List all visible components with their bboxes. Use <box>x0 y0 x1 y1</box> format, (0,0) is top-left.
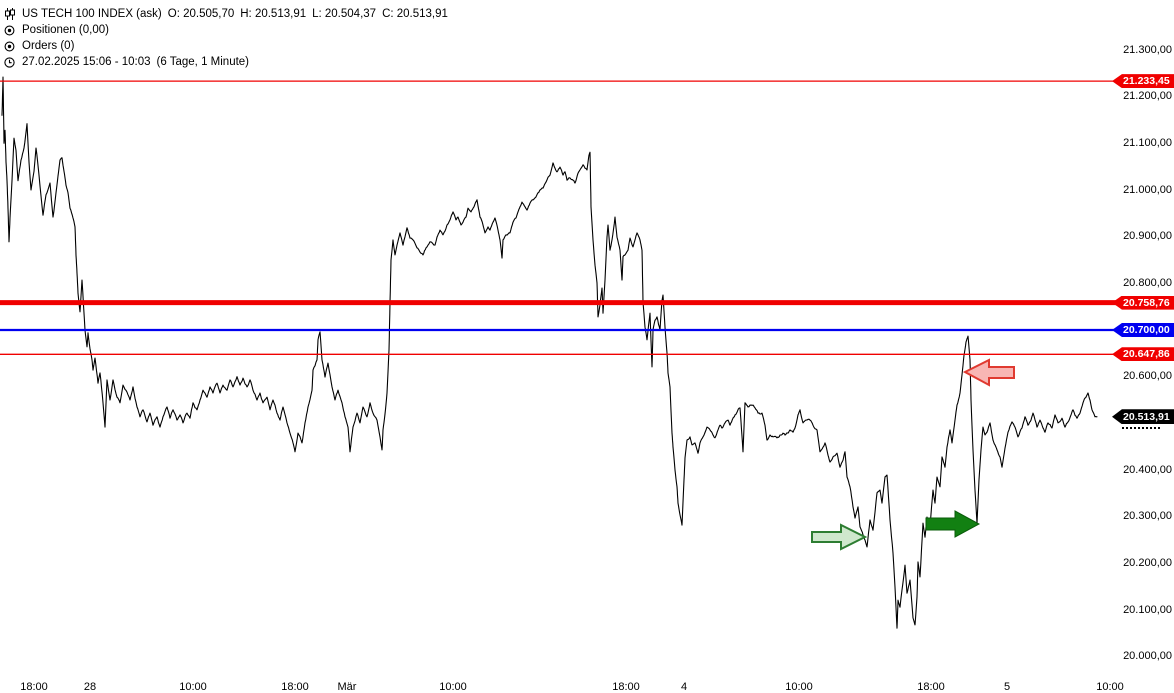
obscured-label-dots <box>1122 427 1160 429</box>
y-axis-label: 20.000,00 <box>1123 650 1172 663</box>
y-axis-label: 20.400,00 <box>1123 463 1172 476</box>
light-green-right-arrow[interactable] <box>811 523 868 551</box>
positions-toggle-icon[interactable] <box>3 25 16 36</box>
x-axis-label: 10:00 <box>179 681 207 693</box>
timerange-row: 27.02.2025 15:06 - 10:03 (6 Tage, 1 Minu… <box>3 56 249 68</box>
x-axis-label: 4 <box>680 681 688 693</box>
price-line-series <box>1 76 1098 629</box>
x-axis-label: 18:00 <box>281 681 309 693</box>
candlestick-chart-icon <box>3 8 16 20</box>
timeframe-label: (6 Tage, 1 Minute) <box>156 56 250 68</box>
dark-green-right-arrow[interactable] <box>925 510 981 538</box>
x-axis-label: 28 <box>83 681 97 693</box>
y-axis-label: 20.300,00 <box>1123 510 1172 523</box>
x-axis-label: Mär <box>337 681 357 693</box>
y-axis-label: 21.300,00 <box>1123 43 1172 56</box>
current-price-tag: 20.513,91 <box>1112 409 1174 425</box>
ohlc-high: H: 20.513,91 <box>240 8 307 20</box>
orders-row: Orders (0) <box>3 40 74 52</box>
level-price-tag: 20.700,00 <box>1112 323 1174 337</box>
y-axis-label: 20.800,00 <box>1123 276 1172 289</box>
level-price-tag: 20.758,76 <box>1112 295 1174 310</box>
x-axis-label: 10:00 <box>785 681 813 693</box>
level-price-tag: 20.647,86 <box>1112 347 1174 362</box>
x-axis-label: 18:00 <box>20 681 48 693</box>
orders-toggle-icon[interactable] <box>3 41 16 52</box>
positions-label: Positionen (0,00) <box>22 24 109 36</box>
x-axis-label: 18:00 <box>612 681 640 693</box>
y-axis-label: 20.900,00 <box>1123 230 1172 243</box>
date-range-label: 27.02.2025 15:06 - 10:03 <box>22 56 151 68</box>
x-axis-label: 5 <box>1003 681 1011 693</box>
instrument-name: US TECH 100 INDEX (ask) <box>22 8 162 20</box>
y-axis-label: 20.100,00 <box>1123 603 1172 616</box>
y-axis-label: 21.100,00 <box>1123 136 1172 149</box>
x-axis-label: 18:00 <box>917 681 945 693</box>
ohlc-low: L: 20.504,37 <box>312 8 377 20</box>
pink-left-arrow[interactable] <box>962 358 1015 387</box>
positions-row: Positionen (0,00) <box>3 24 109 36</box>
y-axis-label: 21.000,00 <box>1123 183 1172 196</box>
y-axis-label: 21.200,00 <box>1123 90 1172 103</box>
instrument-header: US TECH 100 INDEX (ask) O: 20.505,70 H: … <box>3 8 448 20</box>
ohlc-open: O: 20.505,70 <box>167 8 235 20</box>
x-axis-label: 10:00 <box>1096 681 1124 693</box>
level-price-tag: 21.233,45 <box>1112 74 1174 89</box>
ohlc-close: C: 20.513,91 <box>382 8 448 20</box>
y-axis-label: 20.200,00 <box>1123 556 1172 569</box>
clock-icon <box>3 56 16 68</box>
y-axis-label: 20.600,00 <box>1123 370 1172 383</box>
x-axis-label: 10:00 <box>439 681 467 693</box>
orders-label: Orders (0) <box>22 40 75 52</box>
